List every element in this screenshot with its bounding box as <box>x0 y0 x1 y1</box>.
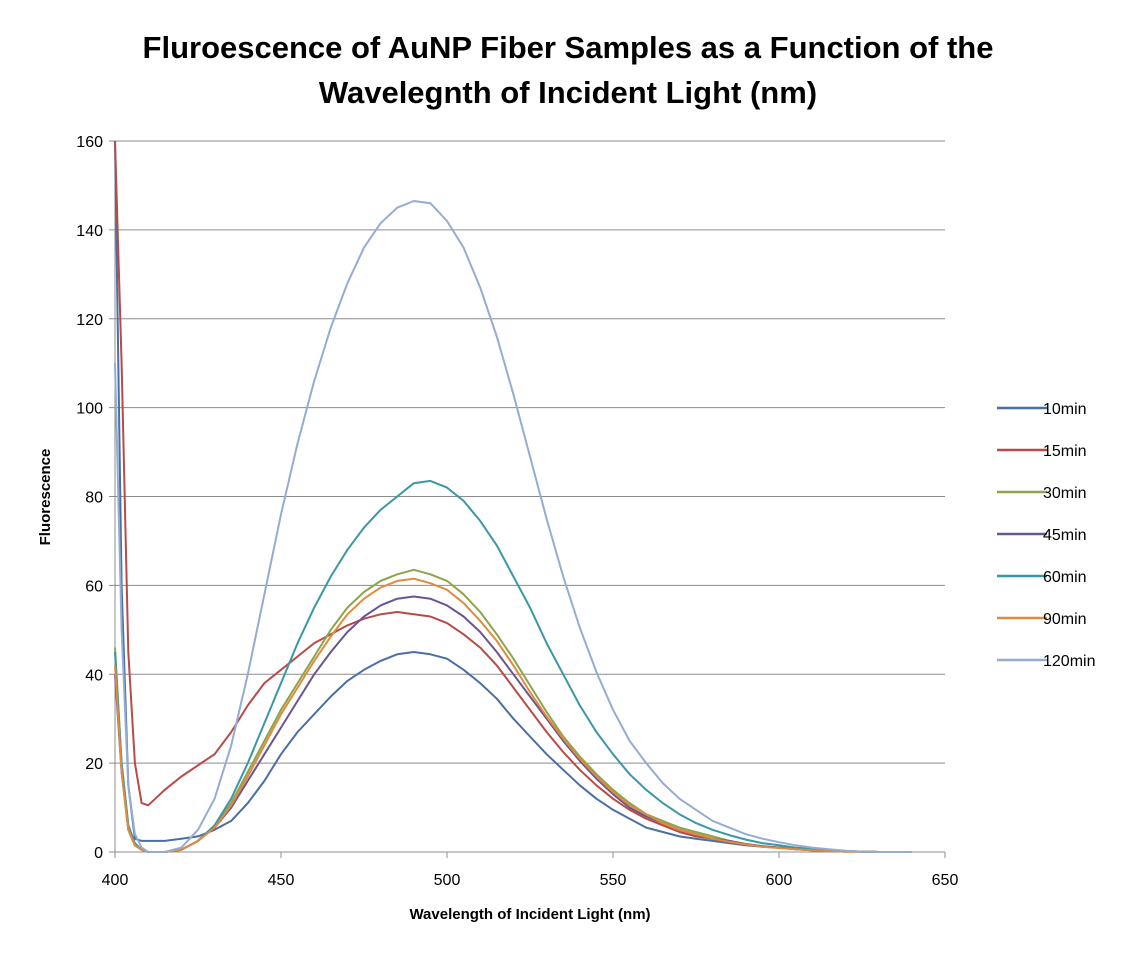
x-tick-label: 600 <box>766 872 793 889</box>
series-line-90min <box>114 577 912 853</box>
tick-labels: 0 20 40 60 80 100 120 140 160 400 450 500 550 600 650 <box>76 134 958 889</box>
y-tick-label: 120 <box>76 312 103 329</box>
axes <box>109 140 946 858</box>
series-line-45min <box>114 595 912 853</box>
legend-label-15min: 15min <box>1043 443 1087 460</box>
x-tick-label: 550 <box>600 872 627 889</box>
x-tick-label: 650 <box>932 872 959 889</box>
y-tick-label: 40 <box>85 667 103 684</box>
x-tick-label: 400 <box>102 872 129 889</box>
y-axis-title: Fluorescence <box>37 449 54 546</box>
x-tick-label: 450 <box>268 872 295 889</box>
y-tick-label: 60 <box>85 578 103 595</box>
legend-label-10min: 10min <box>1043 401 1087 418</box>
gridlines <box>115 140 945 764</box>
y-tick-label: 160 <box>76 134 103 151</box>
series-lines <box>114 140 912 853</box>
legend-label-30min: 30min <box>1043 485 1087 502</box>
y-tick-label: 20 <box>85 756 103 773</box>
chart-title-line1: Fluroescence of AuNP Fiber Samples as a … <box>143 30 994 65</box>
y-tick-label: 140 <box>76 223 103 240</box>
chart-title-line2: Wavelegnth of Incident Light (nm) <box>319 75 817 110</box>
series-line-120min <box>114 200 912 853</box>
y-tick-label: 0 <box>94 845 103 862</box>
y-tick-label: 80 <box>85 490 103 507</box>
x-tick-label: 500 <box>434 872 461 889</box>
series-line-30min <box>114 568 912 853</box>
legend-label-45min: 45min <box>1043 527 1087 544</box>
legend-label-90min: 90min <box>1043 611 1087 628</box>
x-axis-title: Wavelength of Incident Light (nm) <box>409 906 650 923</box>
legend-label-120min: 120min <box>1043 653 1095 670</box>
legend-label-60min: 60min <box>1043 569 1087 586</box>
legend: 10min 15min 30min 45min 60min 90min 120min <box>997 401 1095 670</box>
y-tick-label: 100 <box>76 401 103 418</box>
